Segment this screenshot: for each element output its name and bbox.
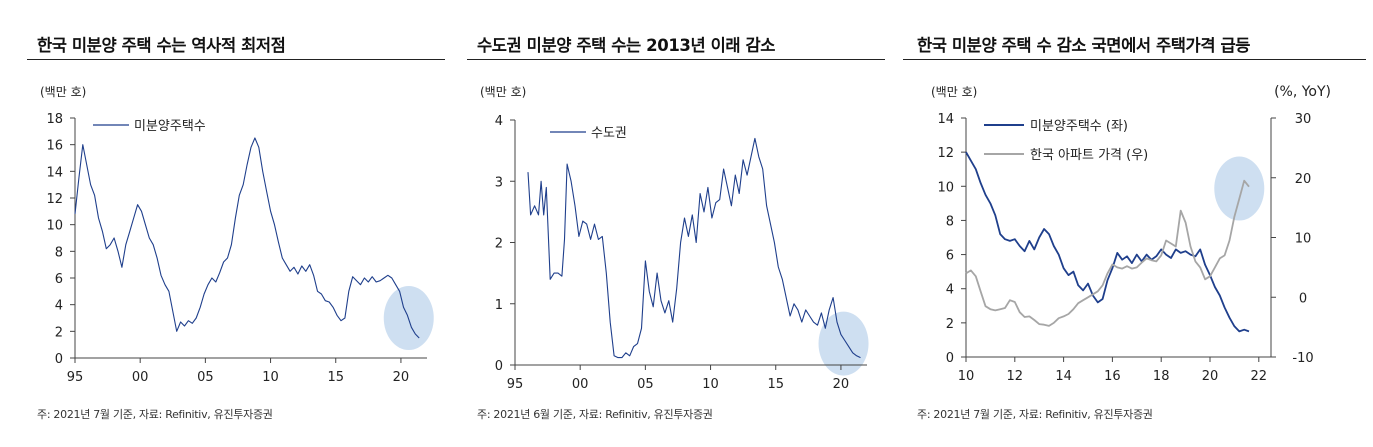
x-tick-label: 14 xyxy=(1055,369,1072,384)
y-tick-label: 18 xyxy=(46,112,63,127)
highlight-ellipse xyxy=(818,311,869,376)
y-tick-label: 6 xyxy=(55,272,63,287)
y2-tick-label: 20 xyxy=(1295,172,1312,187)
chart-title: 한국 미분양 주택 수는 역사적 최저점 xyxy=(37,36,286,55)
chart-svg-unsold-homes: (백만 호) 0 2 4 6 8 10 12 14 16 18 95 00 05 10 15 20 미분양주택수 xyxy=(40,85,434,385)
y-tick-label: 10 xyxy=(937,180,954,195)
y-tick-label: 1 xyxy=(495,298,503,313)
x-tick-label: 95 xyxy=(67,370,84,385)
legend-label: 수도권 xyxy=(591,126,627,141)
y-tick-label: 16 xyxy=(46,139,63,154)
x-tick-label: 18 xyxy=(1153,369,1170,384)
chart-title: 수도권 미분양 주택 수는 2013년 이래 감소 xyxy=(477,36,776,55)
y-tick-label: 8 xyxy=(946,214,954,229)
series-line-2 xyxy=(965,179,1250,327)
x-tick-label: 00 xyxy=(132,370,149,385)
source-note: 주: 2021년 7월 기준, 자료: Refinitiv, 유진투자증권 xyxy=(37,408,273,421)
x-tick-label: 10 xyxy=(958,369,975,384)
x-tick-label: 22 xyxy=(1251,369,1268,384)
x-tick-label: 20 xyxy=(1202,369,1219,384)
y-tick-label: 12 xyxy=(46,192,63,207)
y2-tick-label: 10 xyxy=(1295,232,1312,247)
y-tick-label: 0 xyxy=(946,351,954,366)
y-tick-label: 0 xyxy=(55,352,63,367)
y-tick-label: 2 xyxy=(55,325,63,340)
x-tick-label: 20 xyxy=(833,377,850,392)
chart-title: 한국 미분양 주택 수 감소 국면에서 주택가격 급등 xyxy=(917,36,1251,55)
y2-tick-label: 0 xyxy=(1299,291,1307,306)
series-line-1 xyxy=(965,151,1250,333)
y-tick-label: 0 xyxy=(495,359,503,374)
x-tick-label: 15 xyxy=(327,370,344,385)
series-line-1 xyxy=(74,137,420,339)
y-tick-label: 8 xyxy=(55,245,63,260)
y-tick-label: 2 xyxy=(946,317,954,332)
x-tick-label: 05 xyxy=(637,377,654,392)
chart-panel-2: 수도권 미분양 주택 수는 2013년 이래 감소 (백만 호) 0 1 2 3 4 95 0… xyxy=(467,0,885,447)
legend-label: 미분양주택수 (좌) xyxy=(1030,119,1128,134)
x-tick-label: 12 xyxy=(1007,369,1024,384)
title-rule xyxy=(467,59,885,60)
x-tick-label: 10 xyxy=(262,370,279,385)
x-tick-label: 16 xyxy=(1104,369,1121,384)
title-rule xyxy=(27,59,445,60)
y2-tick-label: -10 xyxy=(1292,351,1313,366)
chart-svg-unsold-vs-price: (백만 호) (%, YoY) 0 2 4 6 8 10 12 14 -10 0 10 20 30 10 12 1… xyxy=(931,84,1331,384)
y-axis-label: (백만 호) xyxy=(931,85,977,99)
y-tick-label: 4 xyxy=(495,114,503,129)
y-tick-label: 12 xyxy=(937,146,954,161)
chart-panel-1: 한국 미분양 주택 수는 역사적 최저점 (백만 호) 0 2 4 6 8 10 12 14 16… xyxy=(27,0,445,447)
source-note: 주: 2021년 7월 기준, 자료: Refinitiv, 유진투자증권 xyxy=(917,408,1153,421)
title-rule xyxy=(903,59,1366,60)
y2-axis-label: (%, YoY) xyxy=(1274,84,1331,100)
y-tick-label: 4 xyxy=(946,283,954,298)
y-tick-label: 2 xyxy=(495,237,503,252)
source-note: 주: 2021년 6월 기준, 자료: Refinitiv, 유진투자증권 xyxy=(477,408,713,421)
x-tick-label: 05 xyxy=(197,370,214,385)
x-tick-label: 10 xyxy=(702,377,719,392)
y-tick-label: 4 xyxy=(55,299,63,314)
y-axis-label: (백만 호) xyxy=(40,85,86,99)
y-tick-label: 14 xyxy=(937,112,954,127)
y-tick-label: 6 xyxy=(946,249,954,264)
y-tick-label: 3 xyxy=(495,175,503,190)
y-tick-label: 14 xyxy=(46,165,63,180)
x-tick-label: 95 xyxy=(507,377,524,392)
y2-tick-label: 30 xyxy=(1295,112,1312,127)
chart-svg-capital-area: (백만 호) 0 1 2 3 4 95 00 05 10 15 20 수도권 xyxy=(480,85,869,392)
x-tick-label: 00 xyxy=(572,377,589,392)
chart-panel-3: 한국 미분양 주택 수 감소 국면에서 주택가격 급등 (백만 호) (%, Yo… xyxy=(903,0,1366,447)
y-tick-label: 10 xyxy=(46,219,63,234)
x-tick-label: 15 xyxy=(767,377,784,392)
legend-label: 미분양주택수 xyxy=(134,119,206,134)
highlight-ellipse xyxy=(1214,156,1265,221)
x-tick-label: 20 xyxy=(393,370,410,385)
series-line-1 xyxy=(527,137,861,359)
y-axis-label: (백만 호) xyxy=(480,85,526,99)
legend-label: 한국 아파트 가격 (우) xyxy=(1030,148,1148,163)
